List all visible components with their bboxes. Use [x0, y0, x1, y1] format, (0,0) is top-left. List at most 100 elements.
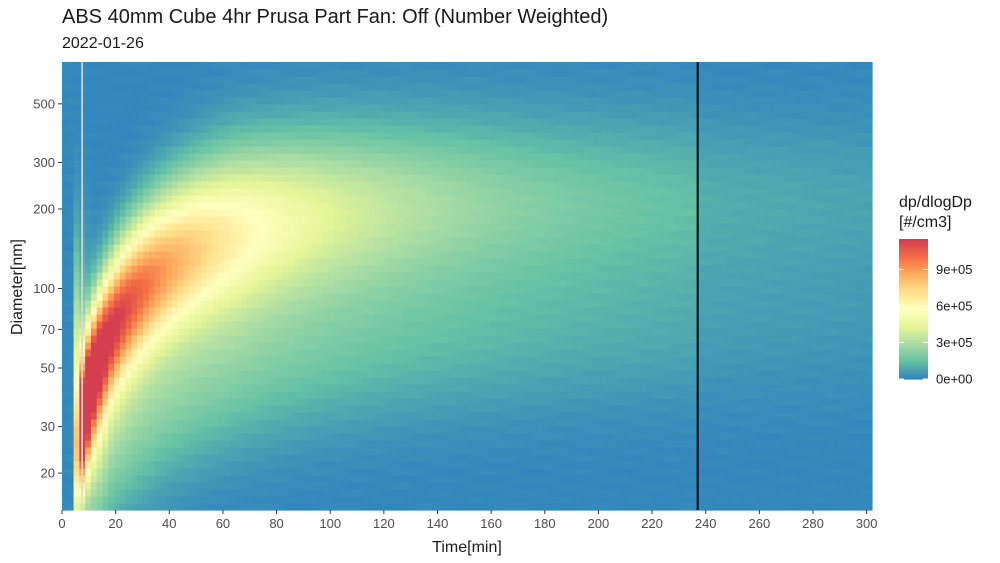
heatmap-cell [96, 342, 104, 350]
heatmap-cell [501, 160, 509, 168]
heatmap-cell [380, 475, 387, 483]
heatmap-cell [258, 454, 266, 462]
heatmap-cell [316, 300, 323, 308]
heatmap-cell [322, 440, 329, 448]
heatmap-cell [333, 433, 341, 441]
heatmap-cell [293, 349, 300, 357]
heatmap-cell [148, 202, 156, 210]
heatmap-cell [472, 307, 480, 315]
heatmap-cell [420, 496, 428, 504]
heatmap-cell [287, 398, 295, 406]
heatmap-cell [281, 384, 289, 392]
heatmap-cell [449, 202, 457, 210]
heatmap-cell [195, 391, 202, 399]
heatmap-cell [403, 132, 410, 140]
heatmap-cell [229, 132, 237, 140]
heatmap-cell [461, 83, 468, 91]
heatmap-cell [362, 419, 370, 427]
heatmap-cell [252, 461, 260, 469]
heatmap-cell [322, 307, 329, 315]
heatmap-cell [195, 461, 202, 469]
heatmap-cell [409, 195, 416, 203]
heatmap-cell [380, 139, 387, 147]
heatmap-cell [212, 188, 219, 196]
heatmap-cell [67, 195, 75, 203]
heatmap-cell [501, 174, 509, 182]
heatmap-cell [264, 391, 271, 399]
heatmap-cell [160, 349, 167, 357]
heatmap-cell [200, 356, 208, 364]
heatmap-cell [345, 251, 352, 259]
heatmap-cell [200, 328, 208, 336]
heatmap-cell [293, 244, 300, 252]
heatmap-cell [420, 468, 428, 476]
heatmap-cell [420, 335, 428, 343]
heatmap-cell [345, 111, 352, 119]
heatmap-cell [241, 461, 248, 469]
heatmap-cell [276, 454, 283, 462]
heatmap-cell [212, 363, 219, 371]
heatmap-cell [235, 349, 242, 357]
heatmap-cell [166, 426, 173, 434]
heatmap-cell [67, 146, 75, 154]
heatmap-cell [85, 272, 92, 280]
heatmap-cell [316, 265, 323, 273]
heatmap-cell [166, 118, 173, 126]
heatmap-cell [449, 272, 457, 280]
heatmap-cell [409, 223, 416, 231]
heatmap-cell [143, 125, 150, 133]
heatmap-cell [287, 342, 295, 350]
heatmap-cell [125, 398, 133, 406]
heatmap-cell [299, 335, 306, 343]
heatmap-cell [461, 90, 468, 98]
heatmap-cell [310, 118, 318, 126]
heatmap-cell [484, 433, 491, 441]
heatmap-cell [160, 426, 167, 434]
heatmap-cell [368, 90, 376, 98]
heatmap-cell [281, 370, 289, 378]
heatmap-cell [339, 293, 347, 301]
heatmap-cell [229, 370, 237, 378]
heatmap-cell [339, 244, 347, 252]
heatmap-cell [386, 195, 393, 203]
heatmap-cell [467, 475, 474, 483]
heatmap-cell [501, 391, 509, 399]
heatmap-cell [328, 419, 335, 427]
heatmap-cell [414, 461, 422, 469]
heatmap-cell [310, 489, 318, 497]
heatmap-cell [495, 363, 503, 371]
heatmap-cell [131, 279, 138, 287]
heatmap-cell [200, 223, 208, 231]
heatmap-cell [333, 321, 341, 329]
heatmap-cell [420, 300, 428, 308]
heatmap-cell [438, 482, 445, 490]
heatmap-cell [241, 405, 248, 413]
heatmap-cell [96, 405, 104, 413]
heatmap-cell [160, 377, 167, 385]
heatmap-cell [235, 202, 242, 210]
heatmap-cell [247, 286, 254, 294]
heatmap-cell [137, 90, 144, 98]
heatmap-cell [501, 167, 509, 175]
heatmap-cell [119, 251, 127, 259]
heatmap-cell [293, 475, 300, 483]
heatmap-cell [438, 97, 445, 105]
heatmap-cell [501, 62, 509, 70]
heatmap-cell [386, 272, 393, 280]
heatmap-cell [189, 265, 196, 273]
heatmap-cell [374, 69, 381, 77]
heatmap-cell [299, 496, 306, 504]
heatmap-cell [67, 265, 75, 273]
heatmap-cell [270, 265, 277, 273]
heatmap-cell [270, 223, 277, 231]
heatmap-cell [229, 349, 237, 357]
heatmap-cell [333, 216, 341, 224]
heatmap-cell [264, 398, 271, 406]
heatmap-cell [166, 69, 173, 77]
heatmap-cell [432, 181, 439, 189]
heatmap-cell [380, 62, 387, 70]
heatmap-cell [241, 293, 248, 301]
heatmap-cell [229, 139, 237, 147]
heatmap-cell [171, 244, 179, 252]
heatmap-cell [467, 419, 474, 427]
